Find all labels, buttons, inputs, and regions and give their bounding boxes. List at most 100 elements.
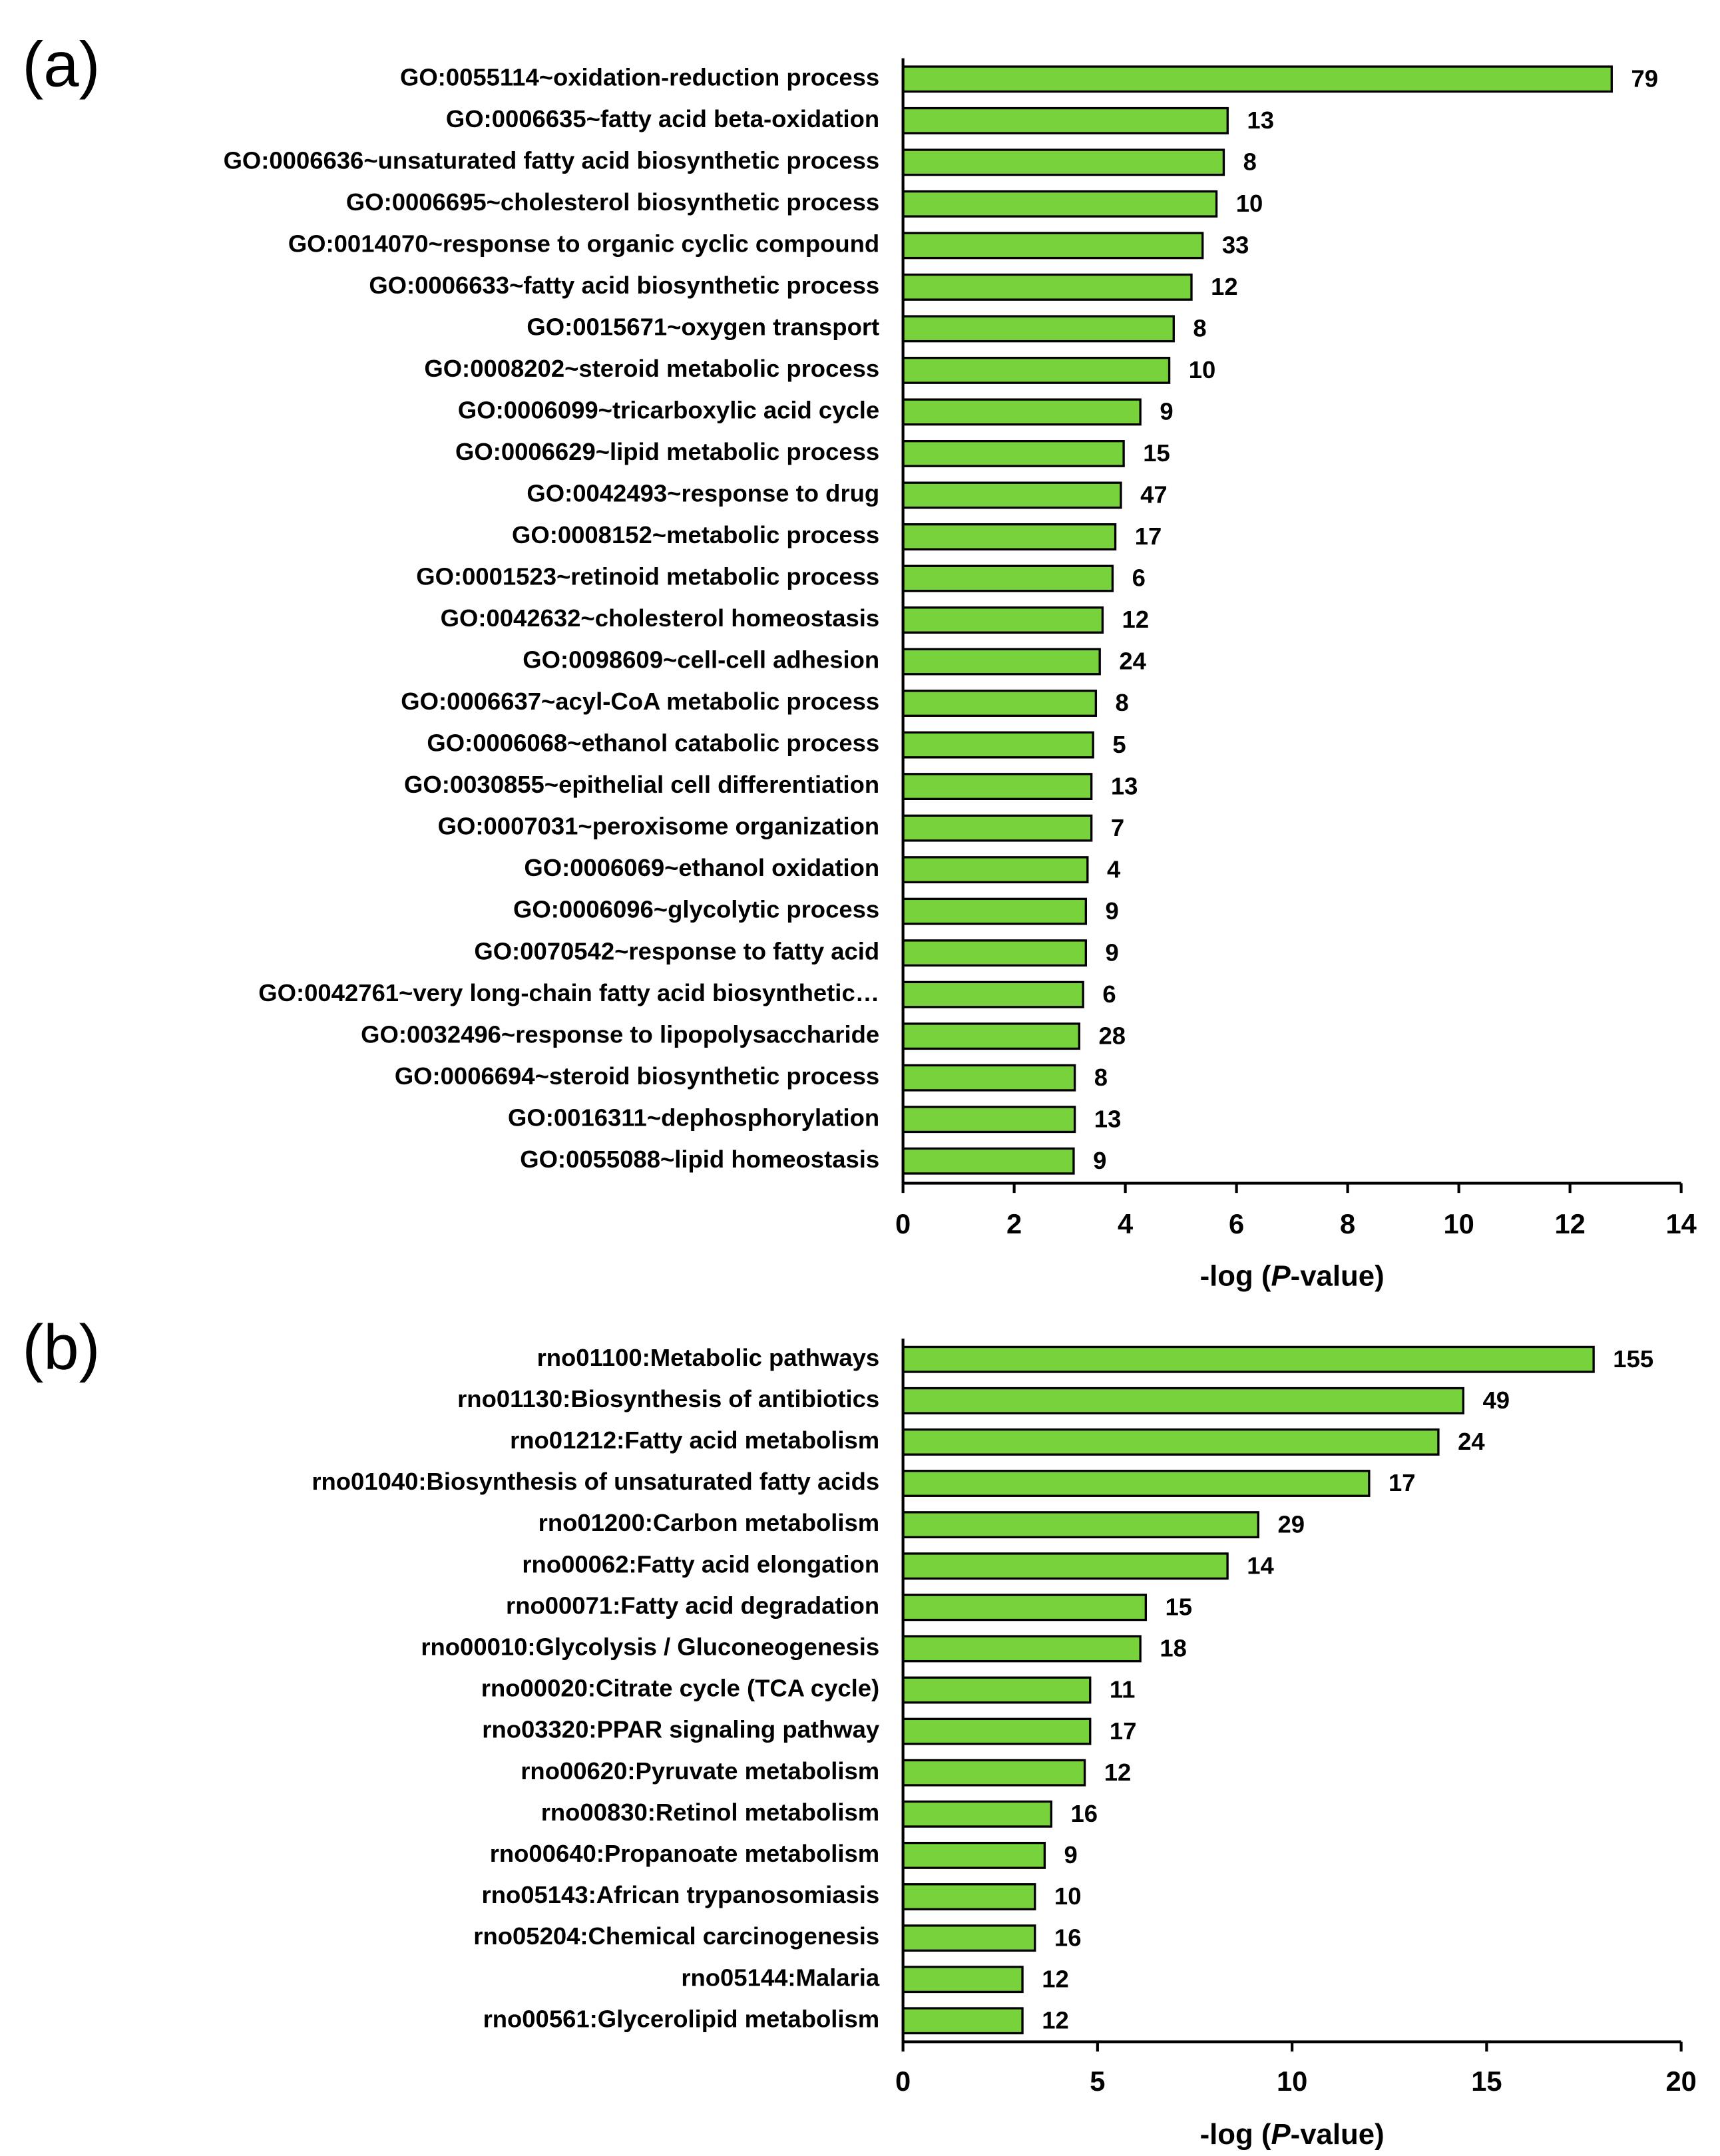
count-label: 28 <box>1098 1022 1126 1049</box>
count-label: 13 <box>1111 772 1138 799</box>
count-label: 12 <box>1211 273 1238 300</box>
count-label: 8 <box>1193 315 1206 342</box>
count-label: 9 <box>1106 939 1119 966</box>
category-label: GO:0055088~lipid homeostasis <box>520 1146 879 1173</box>
bar <box>901 356 1171 384</box>
bar <box>901 440 1125 467</box>
bar <box>901 648 1101 676</box>
category-label: rno01100:Metabolic pathways <box>537 1344 880 1371</box>
x-tick-label: 12 <box>1554 1208 1585 1239</box>
category-label: GO:0006099~tricarboxylic acid cycle <box>458 397 879 424</box>
bar <box>901 980 1084 1008</box>
category-label: GO:0042493~response to drug <box>527 480 879 507</box>
category-label: GO:0098609~cell-cell adhesion <box>523 646 879 674</box>
category-label: rno05144:Malaria <box>681 1964 880 1991</box>
count-label: 12 <box>1122 606 1150 633</box>
count-label: 13 <box>1094 1105 1122 1132</box>
count-label: 11 <box>1110 1676 1136 1703</box>
category-label: rno00640:Propanoate metabolism <box>490 1840 879 1867</box>
x-tick-label: 14 <box>1665 1208 1696 1239</box>
count-label: 4 <box>1107 855 1121 883</box>
x-tick-label: 6 <box>1229 1208 1244 1239</box>
count-label: 14 <box>1247 1552 1274 1579</box>
bar <box>901 690 1098 717</box>
count-label: 17 <box>1110 1717 1137 1745</box>
category-label: rno03320:PPAR signaling pathway <box>482 1716 880 1743</box>
category-label: rno01200:Carbon metabolism <box>538 1509 880 1536</box>
bar <box>901 315 1175 343</box>
count-label: 24 <box>1458 1428 1485 1455</box>
x-tick-label: 8 <box>1340 1208 1355 1239</box>
bar <box>901 606 1104 634</box>
category-label: rno00020:Citrate cycle (TCA cycle) <box>481 1675 879 1702</box>
bar <box>901 1022 1080 1050</box>
bar <box>901 939 1087 967</box>
category-label: rno05143:African trypanosomiasis <box>482 1881 880 1908</box>
count-label: 33 <box>1222 232 1249 259</box>
bar <box>901 1924 1036 1952</box>
bar <box>901 1511 1259 1539</box>
x-axis-label-part: -log ( <box>1200 1259 1271 1292</box>
bar <box>901 398 1142 426</box>
count-label: 8 <box>1094 1064 1108 1091</box>
x-tick-label: 2 <box>1006 1208 1022 1239</box>
count-label: 12 <box>1042 2007 1069 2034</box>
count-label: 10 <box>1189 356 1216 383</box>
count-label: 12 <box>1042 1965 1069 1992</box>
category-label: GO:0006635~fatty acid beta-oxidation <box>446 105 879 132</box>
count-label: 9 <box>1106 897 1119 925</box>
bar <box>901 65 1613 93</box>
category-label: GO:0055114~oxidation-reduction process <box>400 63 879 91</box>
count-label: 13 <box>1247 107 1274 134</box>
x-axis-label-part: P <box>1271 2118 1291 2151</box>
category-label: GO:0032496~response to lipopolysaccharid… <box>361 1020 879 1048</box>
bar <box>901 1552 1229 1580</box>
category-label: rno01040:Biosynthesis of unsaturated fat… <box>312 1468 879 1495</box>
bar <box>901 1841 1046 1869</box>
count-label: 5 <box>1112 731 1126 758</box>
count-label: 10 <box>1054 1882 1082 1910</box>
category-label: GO:0030855~epithelial cell differentiati… <box>404 771 879 798</box>
x-tick-label: 0 <box>895 2065 911 2097</box>
bar <box>901 897 1087 925</box>
category-label: rno00062:Fatty acid elongation <box>522 1550 879 1578</box>
category-label: GO:0006629~lipid metabolic process <box>455 438 879 465</box>
category-label: GO:0070542~response to fatty acid <box>474 937 879 965</box>
category-label: GO:0006695~cholesterol biosynthetic proc… <box>346 188 879 216</box>
category-label: GO:0006637~acyl-CoA metabolic process <box>401 688 879 715</box>
bar <box>901 731 1094 759</box>
bar <box>901 523 1117 550</box>
category-label: rno00071:Fatty acid degradation <box>506 1592 879 1619</box>
bar <box>901 107 1229 134</box>
count-label: 10 <box>1236 190 1263 217</box>
x-axis-label-part: -value) <box>1291 1259 1385 1292</box>
category-label: GO:0008202~steroid metabolic process <box>424 355 879 382</box>
category-label: GO:0016311~dephosphorylation <box>508 1104 879 1131</box>
category-label: GO:0006069~ethanol oxidation <box>524 854 879 881</box>
count-label: 15 <box>1166 1594 1193 1621</box>
category-label: rno00010:Glycolysis / Gluconeogenesis <box>421 1633 879 1661</box>
count-label: 17 <box>1135 523 1162 550</box>
count-label: 8 <box>1116 689 1129 716</box>
category-label: GO:0042632~cholesterol homeostasis <box>441 604 880 632</box>
category-label: GO:0015671~oxygen transport <box>527 314 879 341</box>
bar <box>901 1387 1464 1414</box>
x-tick-label: 10 <box>1277 2065 1307 2097</box>
bar <box>901 1759 1086 1787</box>
count-label: 24 <box>1119 648 1146 675</box>
category-label: rno00620:Pyruvate metabolism <box>521 1757 879 1785</box>
count-label: 16 <box>1070 1800 1098 1827</box>
x-tick-label: 20 <box>1665 2065 1696 2097</box>
count-label: 9 <box>1064 1841 1078 1868</box>
x-axis-label: -log (P-value) <box>1200 2118 1385 2151</box>
count-label: 6 <box>1102 980 1116 1008</box>
x-axis-label-part: -value) <box>1291 2118 1385 2151</box>
bar <box>901 814 1093 842</box>
x-tick-label: 15 <box>1471 2065 1502 2097</box>
bar <box>901 148 1225 176</box>
count-label: 16 <box>1054 1924 1082 1951</box>
count-label: 9 <box>1160 398 1173 425</box>
bar <box>901 1717 1092 1745</box>
